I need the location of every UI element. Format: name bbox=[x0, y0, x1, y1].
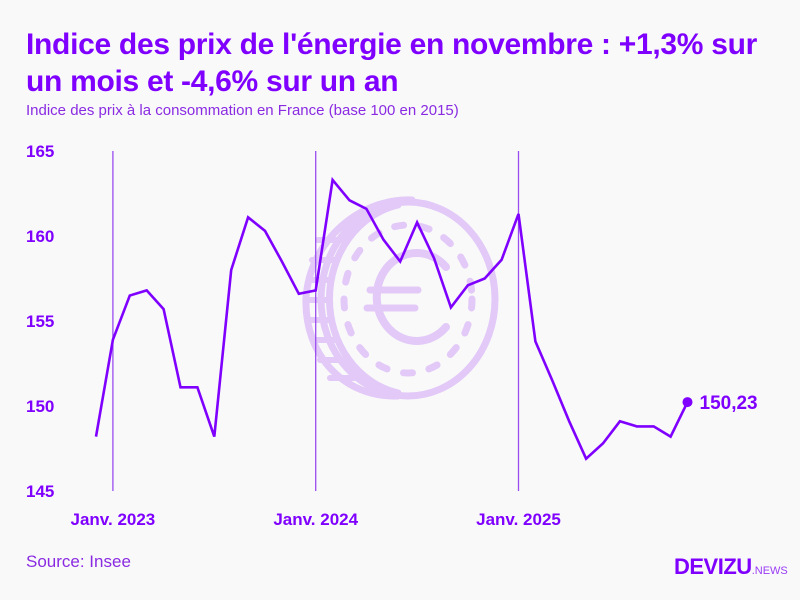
data-point bbox=[682, 397, 693, 408]
y-tick-label: 145 bbox=[26, 482, 54, 501]
x-tick-label: Janv. 2025 bbox=[476, 510, 561, 529]
end-value-label: 150,23 bbox=[700, 393, 758, 414]
chart-title: Indice des prix de l'énergie en novembre… bbox=[26, 28, 757, 98]
y-tick-label: 150 bbox=[26, 397, 54, 416]
logo-main: DEVIZU bbox=[674, 554, 752, 579]
source-note: Source: Insee bbox=[26, 552, 131, 571]
x-tick-label: Janv. 2024 bbox=[273, 510, 358, 529]
y-tick-label: 160 bbox=[26, 227, 54, 246]
x-tick-label: Janv. 2023 bbox=[71, 510, 156, 529]
devizu-logo: DEVIZU.NEWS bbox=[674, 554, 788, 580]
y-tick-label: 165 bbox=[26, 142, 54, 161]
logo-suffix: .NEWS bbox=[751, 565, 788, 577]
series-line bbox=[94, 176, 689, 461]
chart-subtitle: Indice des prix à la consommation en Fra… bbox=[26, 102, 459, 119]
euro-coin-icon bbox=[302, 196, 499, 400]
y-tick-label: 155 bbox=[26, 312, 54, 331]
